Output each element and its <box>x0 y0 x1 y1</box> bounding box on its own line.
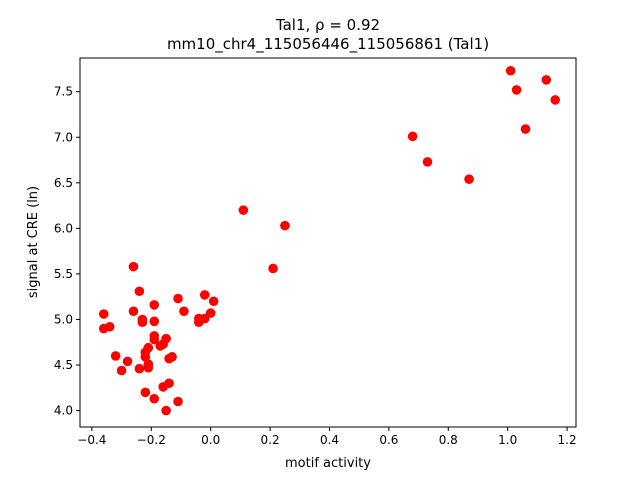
y-tick-label: 5.0 <box>54 312 73 326</box>
data-point <box>140 387 151 398</box>
x-axis-label: motif activity <box>285 456 371 471</box>
data-point <box>149 393 160 404</box>
y-tick-label: 6.5 <box>54 176 73 190</box>
x-tick-label: 0.8 <box>439 433 458 447</box>
y-tick-label: 4.5 <box>54 358 73 372</box>
data-point <box>98 309 109 319</box>
data-points <box>98 65 561 416</box>
x-tick-label: 0.6 <box>379 433 398 447</box>
y-axis-ticks: 4.0 4.5 5.0 5.5 6.0 6.5 7.0 7.5 <box>54 85 80 418</box>
x-axis-ticks: −0.4 −0.2 0.0 0.2 0.4 0.6 0.8 1.0 1.2 <box>77 427 577 447</box>
x-tick-label: −0.4 <box>77 433 106 447</box>
data-point <box>110 351 121 361</box>
x-tick-label: 1.0 <box>498 433 517 447</box>
data-point <box>280 220 290 231</box>
data-point <box>137 317 148 328</box>
x-tick-label: 0.0 <box>201 433 220 447</box>
data-point <box>161 405 171 416</box>
data-point <box>116 365 127 376</box>
data-point <box>149 334 160 345</box>
data-point <box>149 300 160 310</box>
data-point <box>194 317 204 328</box>
data-point <box>520 124 531 134</box>
y-tick-label: 7.5 <box>54 85 73 99</box>
data-point <box>173 396 183 407</box>
chart-title-line1: Tal1, ρ = 0.92 <box>275 16 380 34</box>
data-point <box>173 293 183 304</box>
data-point <box>143 362 154 373</box>
data-point <box>128 306 139 317</box>
x-tick-label: 0.4 <box>320 433 339 447</box>
data-point <box>149 316 160 327</box>
data-point <box>238 205 249 215</box>
data-point <box>511 85 522 95</box>
data-point <box>550 95 561 105</box>
data-point <box>134 286 145 297</box>
data-point <box>98 323 109 334</box>
y-tick-label: 7.0 <box>54 130 73 144</box>
data-point <box>199 290 210 300</box>
data-point <box>505 65 516 76</box>
data-point <box>134 363 145 374</box>
plot-frame <box>79 57 577 428</box>
data-point <box>407 131 418 142</box>
data-point <box>155 341 165 351</box>
x-tick-label: 1.2 <box>558 433 577 447</box>
data-point <box>164 353 174 364</box>
y-tick-label: 6.0 <box>54 221 73 235</box>
y-tick-label: 4.0 <box>54 404 73 418</box>
data-point <box>122 356 133 367</box>
data-point <box>208 296 219 307</box>
y-axis-label: signal at CRE (ln) <box>26 186 41 298</box>
x-tick-label: −0.2 <box>137 433 166 447</box>
data-point <box>179 306 189 317</box>
x-tick-label: 0.2 <box>261 433 280 447</box>
data-point <box>422 157 433 167</box>
data-point <box>268 263 278 274</box>
y-tick-label: 5.5 <box>54 267 73 281</box>
chart-title-line2: mm10_chr4_115056446_115056861 (Tal1) <box>167 35 489 54</box>
data-point <box>541 75 552 85</box>
data-point <box>464 174 474 184</box>
data-point <box>158 382 168 392</box>
data-point <box>140 352 151 362</box>
data-point <box>128 261 139 272</box>
